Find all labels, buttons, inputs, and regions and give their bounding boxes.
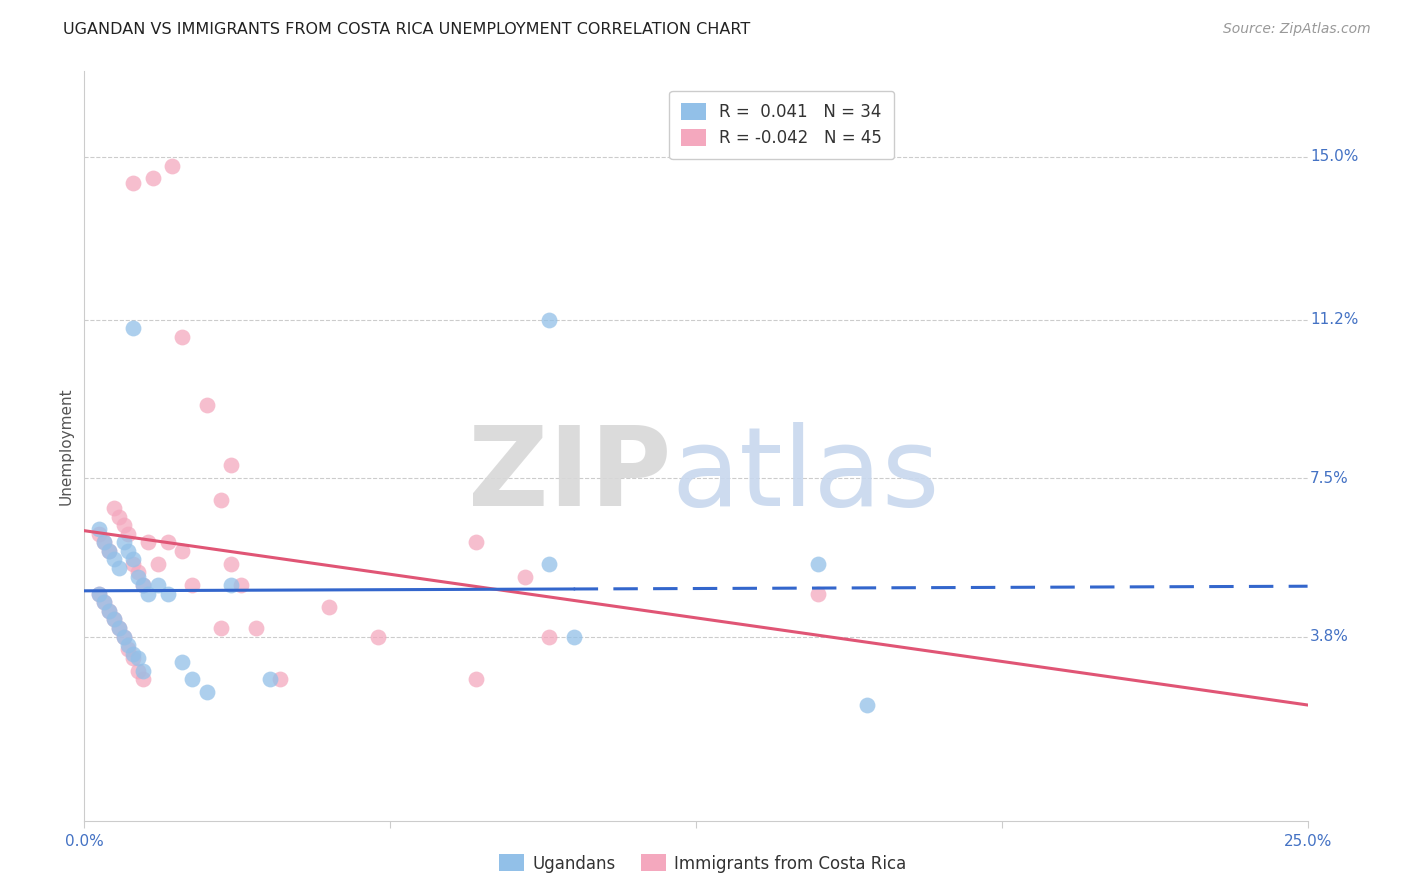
Point xyxy=(132,578,155,592)
Point xyxy=(807,557,830,571)
Point xyxy=(172,330,194,344)
Point xyxy=(132,673,155,687)
Point xyxy=(269,673,291,687)
Point xyxy=(117,526,139,541)
Point xyxy=(107,561,129,575)
Point xyxy=(103,612,125,626)
Point xyxy=(464,673,486,687)
Point xyxy=(195,685,218,699)
Point xyxy=(856,698,879,712)
Point xyxy=(245,621,267,635)
Point xyxy=(181,578,204,592)
Point xyxy=(93,595,115,609)
Point xyxy=(87,587,110,601)
Point xyxy=(107,621,129,635)
Point xyxy=(172,655,194,669)
Legend: R =  0.041   N = 34, R = -0.042   N = 45: R = 0.041 N = 34, R = -0.042 N = 45 xyxy=(669,91,894,159)
Text: atlas: atlas xyxy=(672,423,941,530)
Point xyxy=(219,578,242,592)
Point xyxy=(259,673,281,687)
Point xyxy=(97,544,120,558)
Point xyxy=(117,544,139,558)
Point xyxy=(209,492,232,507)
Point xyxy=(117,642,139,657)
Point xyxy=(156,587,179,601)
Text: 0.0%: 0.0% xyxy=(65,834,104,849)
Text: UGANDAN VS IMMIGRANTS FROM COSTA RICA UNEMPLOYMENT CORRELATION CHART: UGANDAN VS IMMIGRANTS FROM COSTA RICA UN… xyxy=(63,22,751,37)
Point xyxy=(146,578,169,592)
Point xyxy=(97,604,120,618)
Point xyxy=(513,569,536,583)
Point xyxy=(162,159,184,173)
Point xyxy=(103,501,125,516)
Point xyxy=(136,587,159,601)
Point xyxy=(122,651,145,665)
Point xyxy=(807,587,830,601)
Legend: Ugandans, Immigrants from Costa Rica: Ugandans, Immigrants from Costa Rica xyxy=(492,847,914,880)
Point xyxy=(122,552,145,566)
Point xyxy=(122,321,145,335)
Point xyxy=(132,578,155,592)
Text: 11.2%: 11.2% xyxy=(1310,312,1358,327)
Point xyxy=(122,176,145,190)
Point xyxy=(93,595,115,609)
Point xyxy=(538,557,561,571)
Point xyxy=(97,544,120,558)
Point xyxy=(103,552,125,566)
Point xyxy=(127,566,149,580)
Point xyxy=(97,604,120,618)
Point xyxy=(122,647,145,661)
Point xyxy=(146,557,169,571)
Point xyxy=(87,587,110,601)
Point xyxy=(132,664,155,678)
Point xyxy=(172,544,194,558)
Point xyxy=(107,621,129,635)
Point xyxy=(127,651,149,665)
Point xyxy=(103,612,125,626)
Point xyxy=(93,535,115,549)
Point xyxy=(219,458,242,473)
Point xyxy=(367,630,389,644)
Point xyxy=(107,509,129,524)
Point xyxy=(219,557,242,571)
Point xyxy=(136,535,159,549)
Point xyxy=(87,526,110,541)
Point xyxy=(112,518,135,533)
Point xyxy=(464,535,486,549)
Point xyxy=(87,523,110,537)
Text: 25.0%: 25.0% xyxy=(1284,834,1331,849)
Text: 3.8%: 3.8% xyxy=(1310,629,1348,644)
Y-axis label: Unemployment: Unemployment xyxy=(58,387,73,505)
Text: 7.5%: 7.5% xyxy=(1310,471,1348,485)
Point xyxy=(538,630,561,644)
Point xyxy=(181,673,204,687)
Point xyxy=(112,630,135,644)
Point xyxy=(195,398,218,412)
Text: ZIP: ZIP xyxy=(468,423,672,530)
Point xyxy=(112,630,135,644)
Text: Source: ZipAtlas.com: Source: ZipAtlas.com xyxy=(1223,22,1371,37)
Point xyxy=(127,569,149,583)
Point xyxy=(318,599,340,614)
Point xyxy=(127,664,149,678)
Text: 15.0%: 15.0% xyxy=(1310,150,1358,164)
Point xyxy=(93,535,115,549)
Point xyxy=(142,171,165,186)
Point xyxy=(562,630,585,644)
Point xyxy=(209,621,232,635)
Point xyxy=(117,638,139,652)
Point xyxy=(156,535,179,549)
Point xyxy=(122,557,145,571)
Point xyxy=(112,535,135,549)
Point xyxy=(229,578,252,592)
Point xyxy=(538,312,561,326)
